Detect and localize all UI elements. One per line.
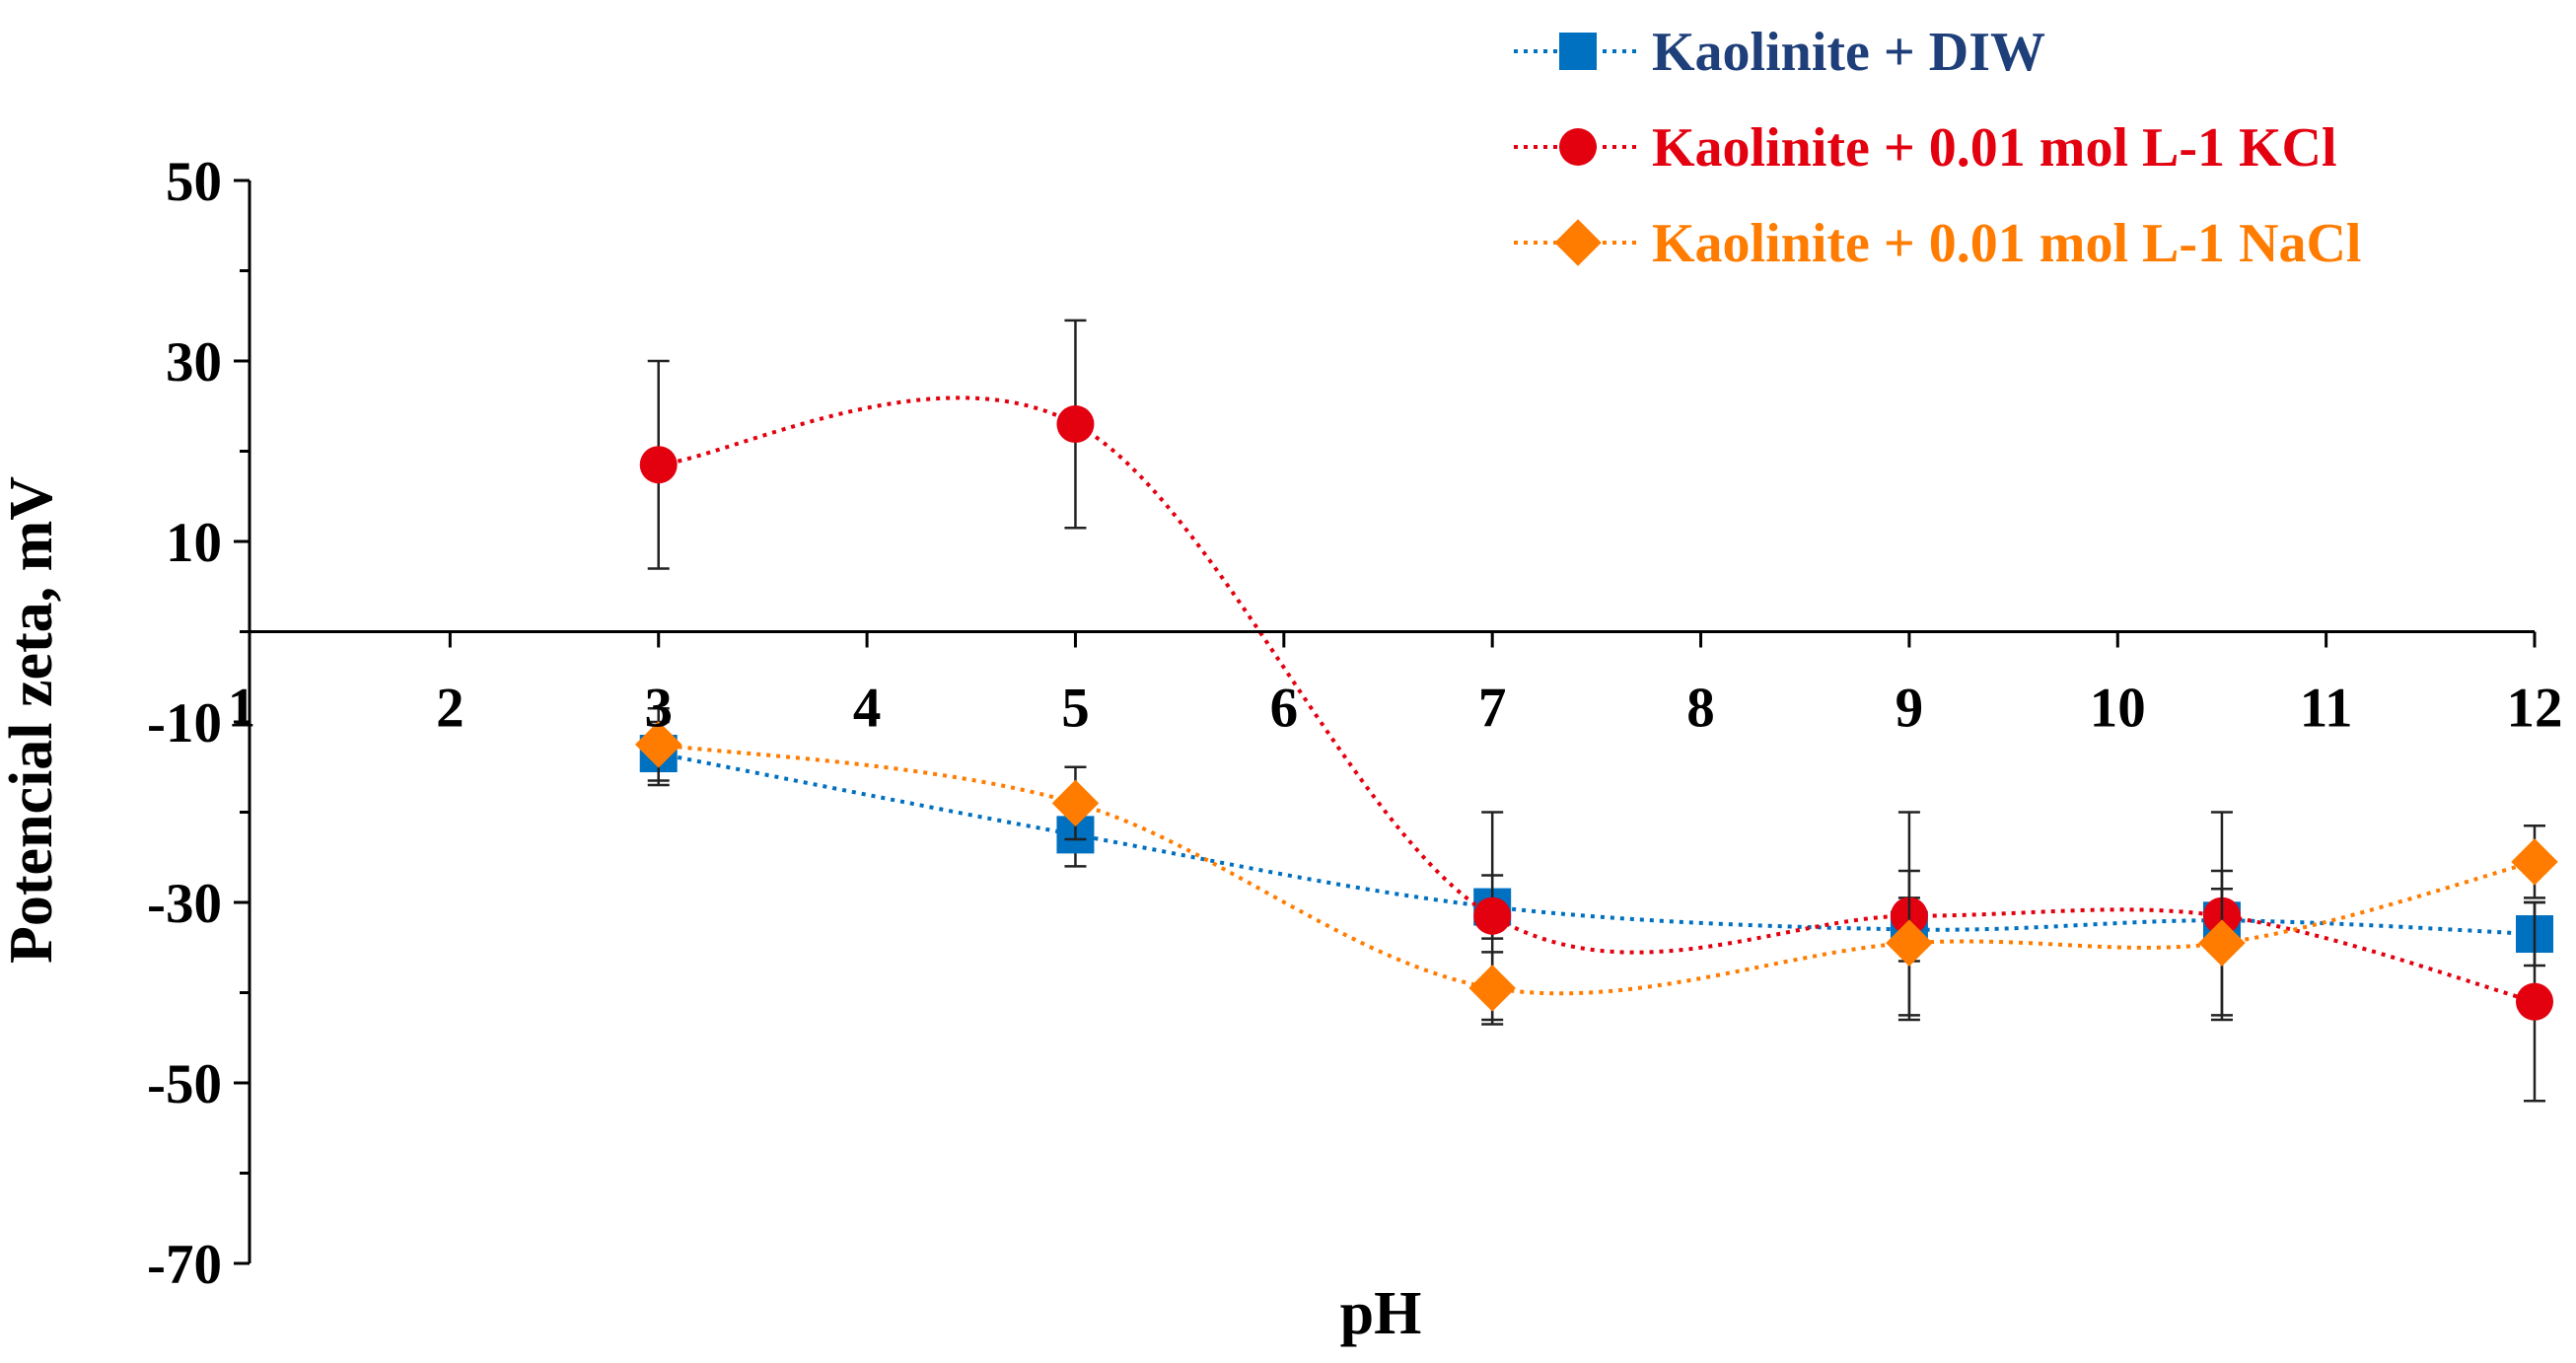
y-tick-label: -10	[147, 692, 222, 754]
data-point	[634, 721, 682, 768]
y-tick-label: -70	[147, 1234, 222, 1296]
x-tick-label: 5	[1061, 678, 1090, 740]
y-tick-label: 50	[166, 151, 222, 213]
legend-item-1: Kaolinite + DIW	[1514, 22, 2045, 83]
y-tick-label: -30	[147, 873, 222, 935]
x-axis-title: pH	[1340, 1280, 1422, 1347]
data-point	[639, 446, 678, 484]
x-tick-label: 9	[1896, 678, 1924, 740]
legend-item-2: Kaolinite + 0.01 mol L-1 KCl	[1514, 117, 2337, 179]
x-tick-label: 7	[1478, 678, 1507, 740]
series-layer	[634, 319, 2558, 1103]
x-tick-label: 1	[228, 678, 256, 740]
y-axis-title: Potencial zeta, mV	[0, 476, 65, 964]
series-line	[658, 742, 2536, 996]
legend-item-3: Kaolinite + 0.01 mol L-1 NaCl	[1514, 213, 2361, 274]
axes	[234, 179, 2537, 1265]
data-point	[1886, 919, 1933, 967]
data-point	[2511, 838, 2558, 886]
data-point	[1473, 897, 1512, 935]
series-line	[658, 752, 2536, 937]
x-tick-label: 6	[1270, 678, 1299, 740]
x-tick-label: 2	[436, 678, 465, 740]
legend-label: Kaolinite + 0.01 mol L-1 KCl	[1652, 117, 2337, 179]
x-tick-label: 10	[2090, 678, 2146, 740]
legend-marker	[1554, 219, 1602, 266]
data-point	[1056, 405, 1095, 444]
series-line	[658, 395, 2536, 1004]
data-point	[2198, 919, 2246, 967]
data-point	[2516, 982, 2553, 1021]
x-tick-label: 3	[644, 678, 673, 740]
legend-label: Kaolinite + 0.01 mol L-1 NaCl	[1652, 213, 2361, 274]
y-tick-label: -50	[147, 1053, 222, 1115]
data-point	[1468, 965, 1516, 1012]
x-tick-label: 11	[2300, 678, 2353, 740]
data-point	[1051, 779, 1100, 827]
legend-marker	[1559, 33, 1597, 70]
series-2	[639, 319, 2553, 1103]
legend-marker	[1559, 128, 1597, 166]
y-tick-label: 30	[166, 331, 222, 394]
x-tick-label: 4	[853, 678, 882, 740]
x-tick-label: 8	[1686, 678, 1715, 740]
legend: Kaolinite + DIW Kaolinite + 0.01 mol L-1 …	[1514, 22, 2361, 274]
y-tick-label: 10	[166, 512, 222, 574]
series-3	[634, 707, 2558, 1026]
x-tick-label: 12	[2507, 678, 2563, 740]
legend-label: Kaolinite + DIW	[1652, 22, 2045, 83]
series-1	[639, 720, 2553, 968]
